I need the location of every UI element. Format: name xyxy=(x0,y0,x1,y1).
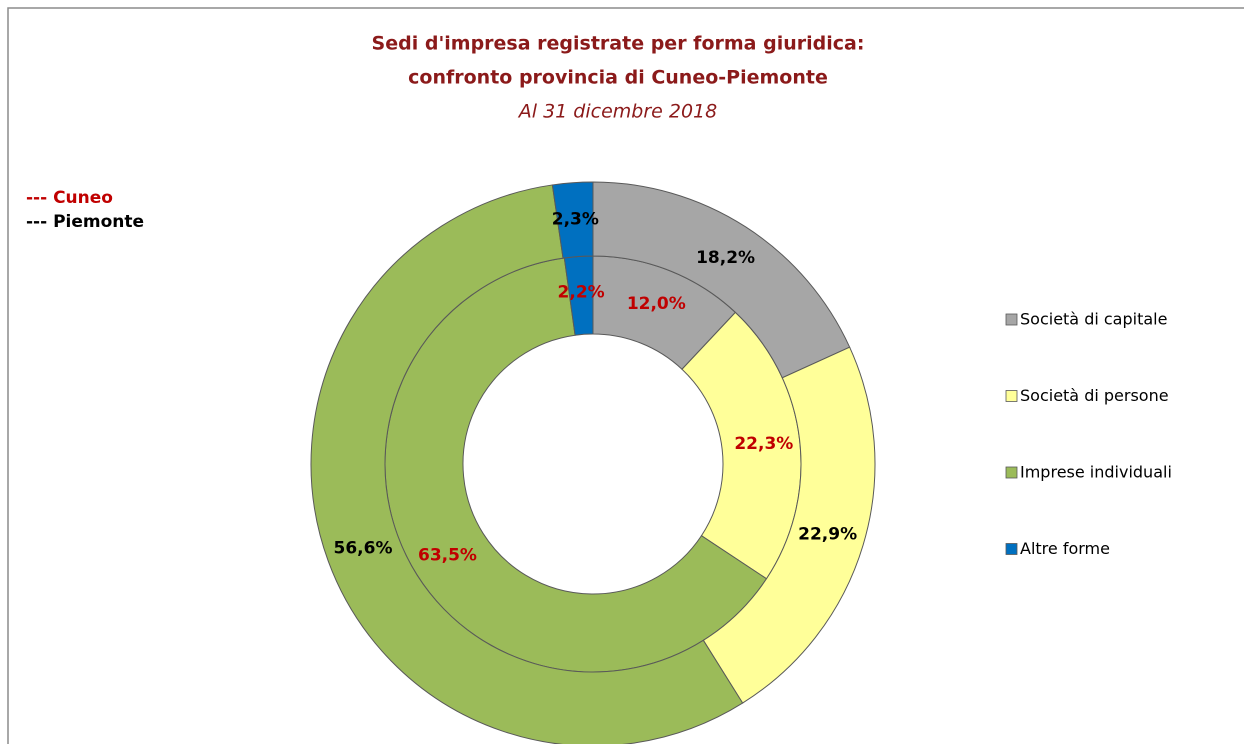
legend-swatch xyxy=(1005,313,1018,326)
data-label: 22,9% xyxy=(798,525,857,545)
legend-label: Società di persone xyxy=(1020,386,1169,405)
data-label: 2,3% xyxy=(552,210,599,230)
data-label: 56,6% xyxy=(334,538,393,558)
data-label: 63,5% xyxy=(418,546,477,566)
legend-swatch xyxy=(1005,390,1018,402)
legend-swatch xyxy=(1005,466,1018,479)
donut-segment xyxy=(551,181,594,259)
data-label: 2,2% xyxy=(558,282,605,302)
chart-title: Sedi d'impresa registrate per forma giur… xyxy=(372,33,865,55)
chart-subtitle: Al 31 dicembre 2018 xyxy=(517,101,717,123)
data-label: 18,2% xyxy=(696,248,755,268)
legend-label: Società di capitale xyxy=(1020,310,1167,329)
legend-swatch xyxy=(1005,543,1018,555)
legend-label: Imprese individuali xyxy=(1020,463,1172,482)
donut-segment xyxy=(310,184,744,744)
data-label: 22,3% xyxy=(734,434,793,454)
chart-title: confronto provincia di Cuneo-Piemonte xyxy=(408,67,828,89)
legend-label: Altre forme xyxy=(1020,539,1110,558)
data-label: 12,0% xyxy=(627,294,686,314)
series-label: --- Piemonte xyxy=(26,212,144,232)
series-label: --- Cuneo xyxy=(26,188,113,208)
